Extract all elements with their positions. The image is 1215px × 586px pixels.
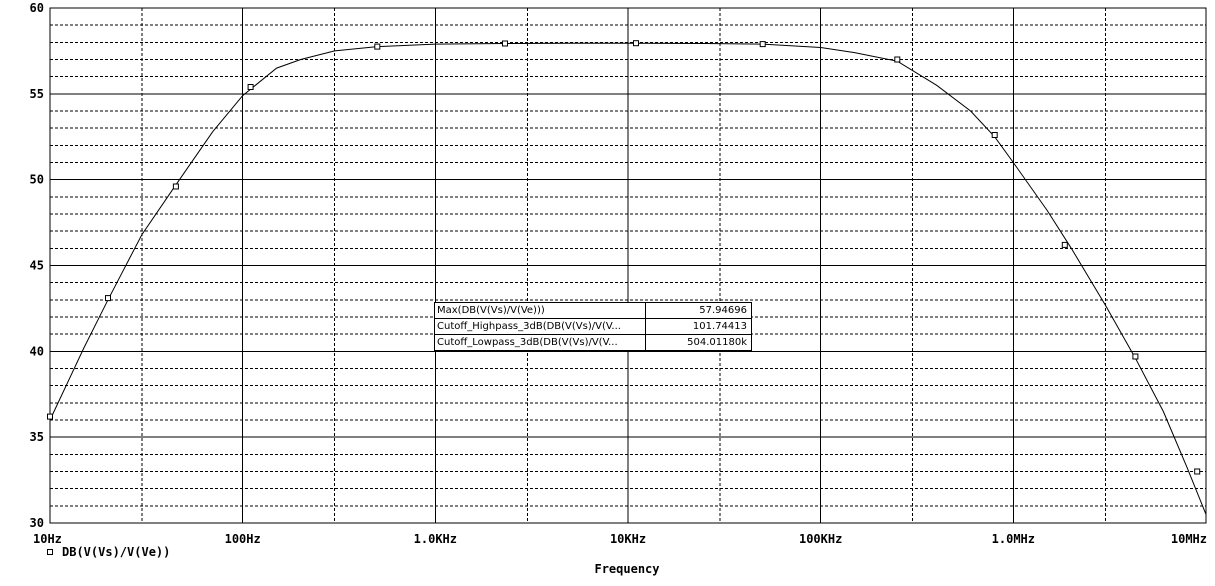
measurement-row-highpass[interactable]: Cutoff_Highpass_3dB(DB(V(Vs)/V(V... 101.… <box>435 318 751 334</box>
data-point-marker <box>634 41 639 46</box>
data-point-marker <box>1062 242 1067 247</box>
measurement-value: 101.74413 <box>646 319 751 334</box>
data-point-marker <box>248 85 253 90</box>
x-tick-label: 1.0MHz <box>992 532 1035 546</box>
x-tick-label: 10KHz <box>610 532 646 546</box>
y-tick-label: 40 <box>30 344 44 358</box>
data-point-marker <box>106 296 111 301</box>
y-tick-label: 50 <box>30 173 44 187</box>
data-point-marker <box>375 44 380 49</box>
data-point-marker <box>503 41 508 46</box>
x-tick-label: 1.0KHz <box>414 532 457 546</box>
y-tick-label: 35 <box>30 430 44 444</box>
data-point-marker <box>1133 354 1138 359</box>
data-point-marker <box>895 57 900 62</box>
data-point-marker <box>173 184 178 189</box>
data-point-marker <box>992 133 997 138</box>
measurement-table: Max(DB(V(Vs)/V(Ve))) 57.94696 Cutoff_Hig… <box>434 302 752 351</box>
y-tick-label: 45 <box>30 259 44 273</box>
measurement-row-lowpass[interactable]: Cutoff_Lowpass_3dB(DB(V(Vs)/V(V... 504.0… <box>435 334 751 350</box>
grid-layer <box>50 8 1206 523</box>
legend-marker-icon <box>48 550 53 555</box>
data-point-marker <box>760 42 765 47</box>
measurement-name: Cutoff_Lowpass_3dB(DB(V(Vs)/V(V... <box>435 335 646 350</box>
measurement-name: Max(DB(V(Vs)/V(Ve))) <box>435 303 646 318</box>
measurement-value: 57.94696 <box>646 303 751 318</box>
y-tick-label: 55 <box>30 87 44 101</box>
data-point-marker <box>48 414 53 419</box>
x-tick-label: 100KHz <box>799 532 842 546</box>
legend-label: DB(V(Vs)/V(Ve)) <box>62 545 170 559</box>
data-point-marker <box>1195 469 1200 474</box>
y-tick-label: 30 <box>30 516 44 530</box>
x-tick-label: 10Hz <box>33 532 62 546</box>
y-tick-label: 60 <box>30 1 44 15</box>
measurement-name: Cutoff_Highpass_3dB(DB(V(Vs)/V(V... <box>435 319 646 334</box>
x-axis-title: Frequency <box>594 562 659 576</box>
measurement-value: 504.01180k <box>646 335 751 350</box>
measurement-row-max[interactable]: Max(DB(V(Vs)/V(Ve))) 57.94696 <box>435 303 751 318</box>
x-tick-label: 100Hz <box>225 532 261 546</box>
x-tick-label: 10MHz <box>1171 532 1207 546</box>
